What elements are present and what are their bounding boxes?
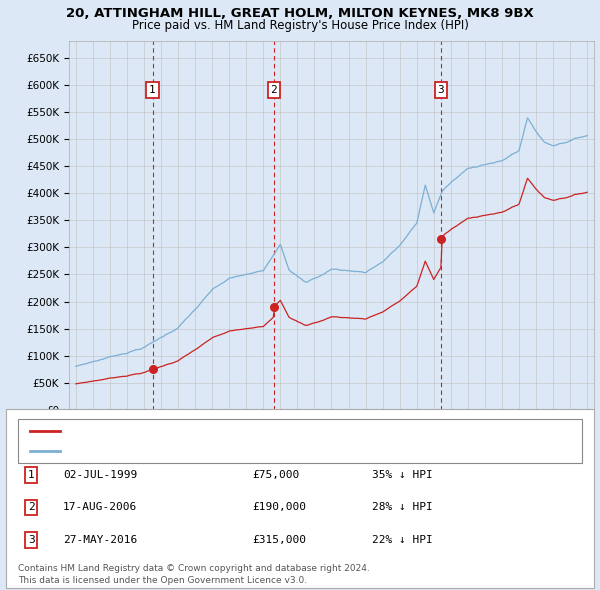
Text: 1: 1 <box>149 85 156 95</box>
Text: 17-AUG-2006: 17-AUG-2006 <box>63 503 137 512</box>
Text: Contains HM Land Registry data © Crown copyright and database right 2024.: Contains HM Land Registry data © Crown c… <box>18 565 370 573</box>
Text: 20, ATTINGHAM HILL, GREAT HOLM, MILTON KEYNES, MK8 9BX: 20, ATTINGHAM HILL, GREAT HOLM, MILTON K… <box>66 7 534 20</box>
Text: 28% ↓ HPI: 28% ↓ HPI <box>372 503 433 512</box>
Text: 20, ATTINGHAM HILL, GREAT HOLM, MILTON KEYNES, MK8 9BX (detached house): 20, ATTINGHAM HILL, GREAT HOLM, MILTON K… <box>66 427 446 436</box>
Text: 3: 3 <box>28 535 35 545</box>
Text: Price paid vs. HM Land Registry's House Price Index (HPI): Price paid vs. HM Land Registry's House … <box>131 19 469 32</box>
Text: £75,000: £75,000 <box>252 470 299 480</box>
Text: 2: 2 <box>28 503 35 512</box>
Text: 1: 1 <box>28 470 35 480</box>
Text: 2: 2 <box>271 85 277 95</box>
Text: £315,000: £315,000 <box>252 535 306 545</box>
Text: 27-MAY-2016: 27-MAY-2016 <box>63 535 137 545</box>
Text: 35% ↓ HPI: 35% ↓ HPI <box>372 470 433 480</box>
Text: This data is licensed under the Open Government Licence v3.0.: This data is licensed under the Open Gov… <box>18 576 307 585</box>
Text: £190,000: £190,000 <box>252 503 306 512</box>
FancyBboxPatch shape <box>6 409 594 588</box>
Text: 3: 3 <box>437 85 444 95</box>
Text: 02-JUL-1999: 02-JUL-1999 <box>63 470 137 480</box>
Text: 22% ↓ HPI: 22% ↓ HPI <box>372 535 433 545</box>
Text: HPI: Average price, detached house, Milton Keynes: HPI: Average price, detached house, Milt… <box>66 446 308 455</box>
